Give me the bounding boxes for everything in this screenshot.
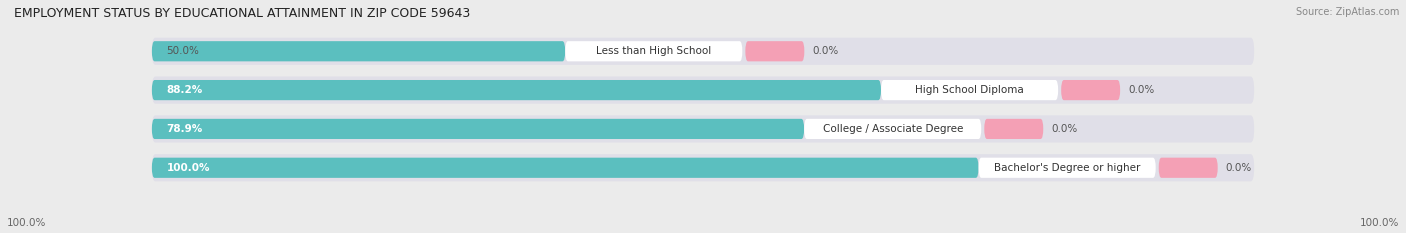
FancyBboxPatch shape [804, 119, 981, 139]
FancyBboxPatch shape [984, 119, 1043, 139]
FancyBboxPatch shape [979, 158, 1156, 178]
Text: 100.0%: 100.0% [7, 218, 46, 228]
Text: Source: ZipAtlas.com: Source: ZipAtlas.com [1295, 7, 1399, 17]
Text: 0.0%: 0.0% [1128, 85, 1154, 95]
FancyBboxPatch shape [152, 115, 1254, 143]
Text: 50.0%: 50.0% [167, 46, 200, 56]
FancyBboxPatch shape [1159, 158, 1218, 178]
FancyBboxPatch shape [565, 41, 742, 61]
FancyBboxPatch shape [1062, 80, 1121, 100]
FancyBboxPatch shape [152, 41, 565, 61]
Text: Bachelor's Degree or higher: Bachelor's Degree or higher [994, 163, 1140, 173]
Text: High School Diploma: High School Diploma [915, 85, 1024, 95]
Text: College / Associate Degree: College / Associate Degree [823, 124, 963, 134]
Text: Less than High School: Less than High School [596, 46, 711, 56]
FancyBboxPatch shape [152, 76, 1254, 104]
Text: 100.0%: 100.0% [167, 163, 209, 173]
Text: 0.0%: 0.0% [1226, 163, 1251, 173]
FancyBboxPatch shape [152, 119, 804, 139]
Text: 88.2%: 88.2% [167, 85, 202, 95]
Text: 0.0%: 0.0% [813, 46, 838, 56]
Text: 78.9%: 78.9% [167, 124, 202, 134]
FancyBboxPatch shape [882, 80, 1059, 100]
FancyBboxPatch shape [152, 80, 882, 100]
FancyBboxPatch shape [152, 38, 1254, 65]
Text: 0.0%: 0.0% [1052, 124, 1077, 134]
Text: EMPLOYMENT STATUS BY EDUCATIONAL ATTAINMENT IN ZIP CODE 59643: EMPLOYMENT STATUS BY EDUCATIONAL ATTAINM… [14, 7, 471, 20]
Text: 100.0%: 100.0% [1360, 218, 1399, 228]
FancyBboxPatch shape [152, 154, 1254, 181]
FancyBboxPatch shape [152, 158, 979, 178]
FancyBboxPatch shape [745, 41, 804, 61]
